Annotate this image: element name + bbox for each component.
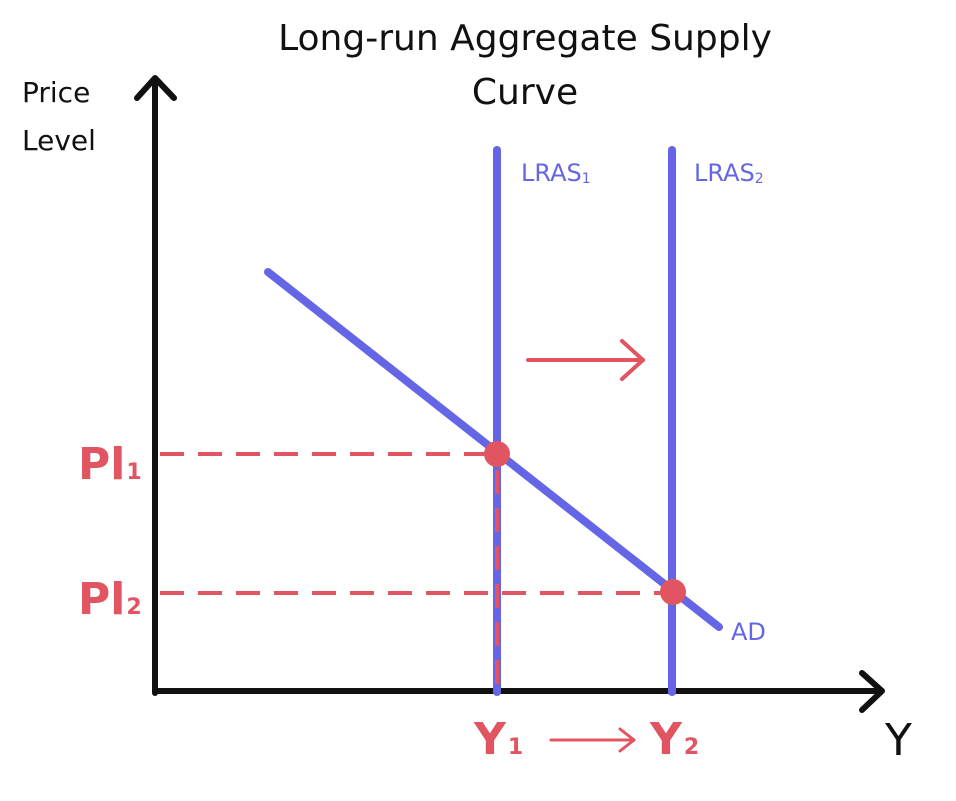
pl2-label-sub: 2 xyxy=(126,595,141,620)
y-axis-label-line2: Level xyxy=(22,124,96,157)
x-axis-label: Y xyxy=(884,715,912,766)
y1-label-sub: 1 xyxy=(508,735,523,760)
lras2-label-main: LRAS xyxy=(694,159,755,187)
guide-lines xyxy=(160,452,673,690)
lras1-label-main: LRAS xyxy=(521,159,582,187)
lras1-label: LRAS1 xyxy=(521,159,591,187)
equilibrium-point-2 xyxy=(660,579,686,605)
pl1-label-main: Pl xyxy=(78,439,125,490)
lras1-label-sub: 1 xyxy=(582,171,591,187)
lras2-label-sub: 2 xyxy=(755,171,764,187)
output-shift-arrow xyxy=(549,727,636,753)
ad-label: AD xyxy=(731,618,766,646)
lras-shift-arrow xyxy=(526,339,645,381)
axes xyxy=(134,75,885,713)
pl2-label: Pl2 xyxy=(78,574,142,625)
pl1-label: Pl1 xyxy=(78,439,142,490)
pl1-label-sub: 1 xyxy=(126,460,141,485)
x-axis-arrowhead xyxy=(859,670,885,713)
diagram-title-line1: Long-run Aggregate Supply xyxy=(278,18,772,59)
output-shift-arrow-head xyxy=(618,727,636,753)
equilibrium-point-1 xyxy=(484,441,510,467)
y-axis-label-line1: Price xyxy=(22,76,90,109)
y2-label: Y2 xyxy=(649,714,699,765)
lras-shift-arrow-head xyxy=(620,339,645,381)
y2-label-main: Y xyxy=(649,714,683,765)
y2-label-sub: 2 xyxy=(684,735,699,760)
y1-label: Y1 xyxy=(473,714,523,765)
y-axis-arrowhead xyxy=(134,75,177,101)
pl2-label-main: Pl xyxy=(78,574,125,625)
lras2-label: LRAS2 xyxy=(694,159,764,187)
y1-label-main: Y xyxy=(473,714,507,765)
diagram-title-line2: Curve xyxy=(472,72,578,113)
